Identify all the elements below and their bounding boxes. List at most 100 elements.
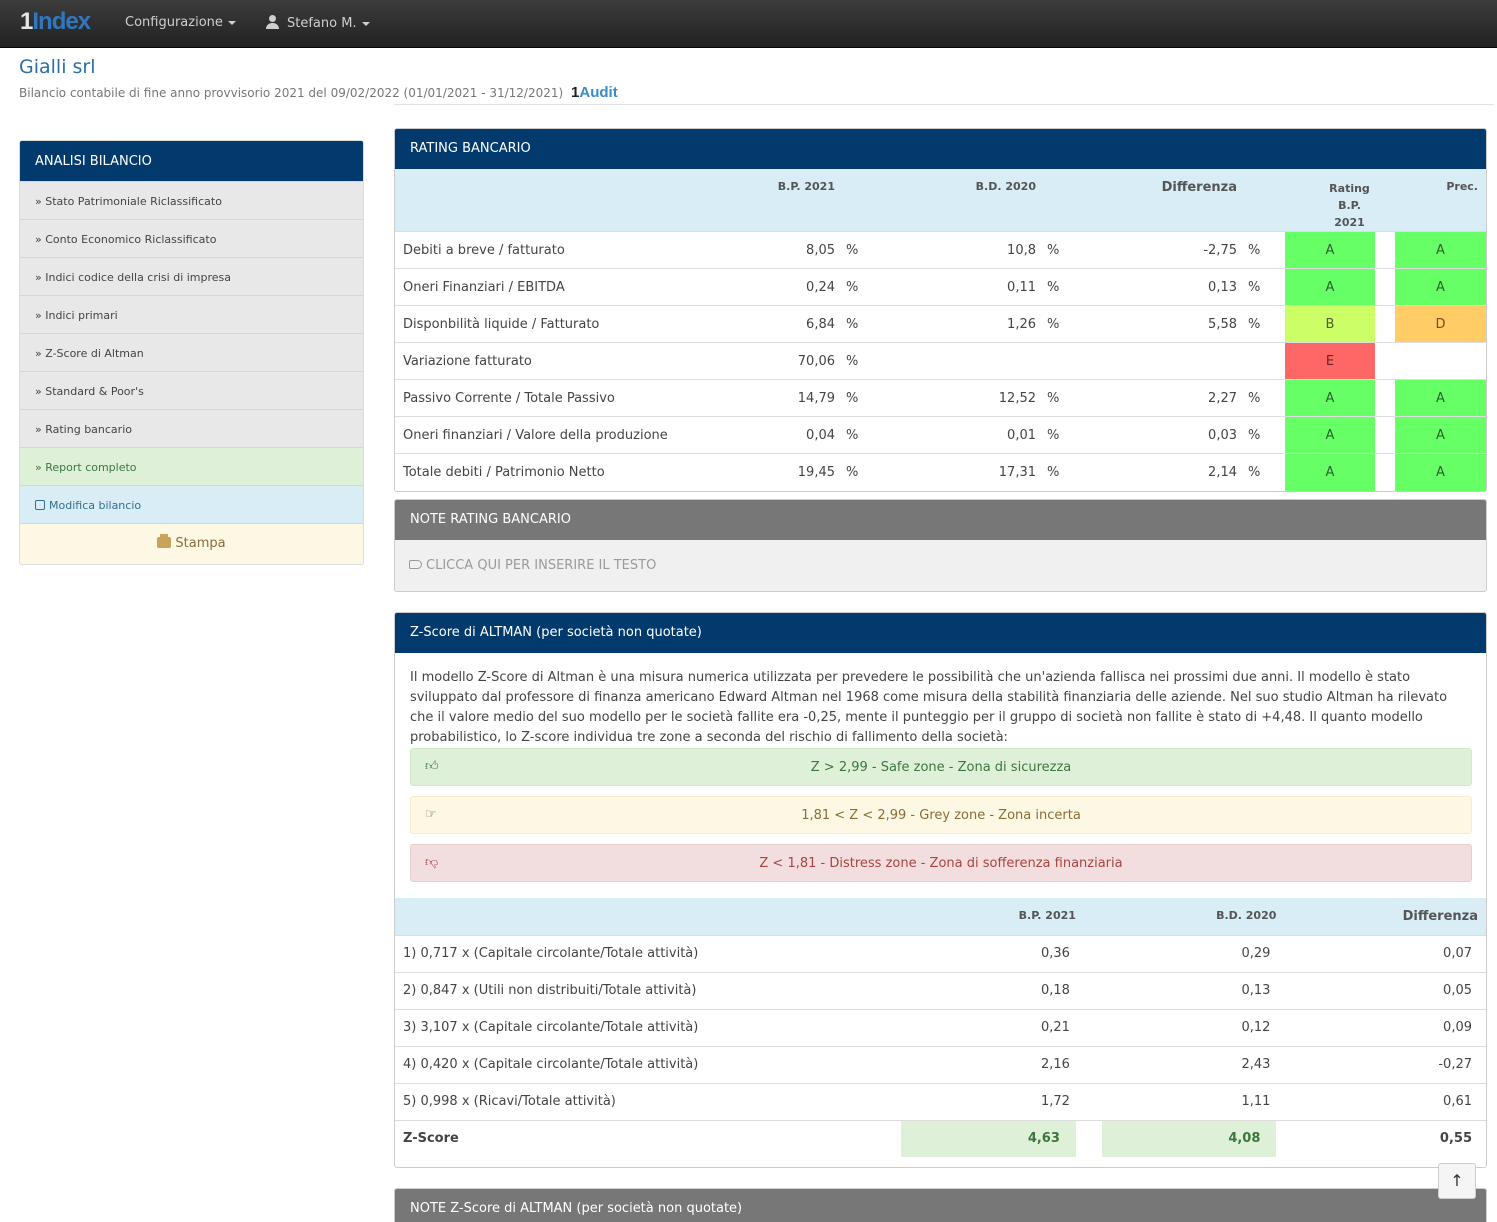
edit-icon [35,500,45,510]
zscore-col-bd: B.D. 2020 [1101,898,1277,935]
balance-description: Bilancio contabile di fine anno provviso… [19,86,564,100]
distress-zone-label: Z < 1,81 - Distress zone - Zona di soffe… [759,856,1123,871]
rating-row: Oneri Finanziari / EBITDA 0,24% 0,11% 0,13%… [395,268,1486,306]
rating-bd-value: 10,8 [885,231,1036,269]
zscore-bd-value: 0,13 [1101,971,1277,1009]
rating-col-prec: Prec. [1395,169,1486,232]
rating-prec-badge: A [1395,416,1486,454]
sidebar-item-z-score[interactable]: » Z-Score di Altman [20,333,363,371]
rating-bp-value: 0,04 [685,416,835,454]
zscore-bp-value: 2,16 [901,1045,1076,1083]
brand-logo[interactable]: 1Index [20,8,91,36]
rating-bd-value: 1,26 [885,305,1036,343]
rating-row: Oneri finanziari / Valore della produzio… [395,416,1486,454]
zscore-panel-title: Z-Score di ALTMAN (per società non quota… [395,613,1486,653]
zscore-diff-value: 0,09 [1302,1008,1486,1046]
audit-logo[interactable]: 1Audit [571,84,618,101]
zscore-spacer [1075,1045,1102,1083]
sidebar-item-indici-primari[interactable]: » Indici primari [20,295,363,333]
configurazione-menu-label: Configurazione [125,15,223,30]
header-divider [394,104,1494,105]
rating-spacer [1375,379,1395,417]
zscore-spacer [1276,1008,1303,1046]
rating-bd-unit: % [1036,268,1086,306]
rating-spacer [1375,305,1395,343]
note-rating-editable[interactable]: CLICCA QUI PER INSERIRE IL TESTO [395,540,1486,591]
rating-diff-value: 0,03 [1086,416,1237,454]
sidebar-item-standard-poors[interactable]: » Standard & Poor's [20,371,363,409]
configurazione-menu[interactable]: Configurazione [125,15,236,30]
note-zscore-panel: NOTE Z-Score di ALTMAN (per società non … [394,1188,1487,1222]
zscore-spacer [1075,1082,1102,1120]
rating-bp-value: 14,79 [685,379,835,417]
zscore-row-label: 2) 0,847 x (Utili non distribuiti/Totale… [395,971,902,1009]
user-menu[interactable]: Stefano M. [265,15,370,31]
rating-row-label: Oneri finanziari / Valore della produzio… [395,416,685,454]
rating-bp-unit: % [835,453,885,491]
rating-row: Totale debiti / Patrimonio Netto 19,45% 17… [395,453,1486,491]
rating-row: Variazione fatturato 70,06% E [395,342,1486,380]
chevron-down-icon [361,21,370,26]
rating-diff-value: 5,58 [1086,305,1237,343]
zscore-bp-value: 0,21 [901,1008,1076,1046]
rating-bd-value [885,342,1036,380]
zscore-row-label: 1) 0,717 x (Capitale circolante/Totale a… [395,934,902,972]
rating-row-label: Debiti a breve / fatturato [395,231,685,269]
rating-diff-value: 2,14 [1086,453,1237,491]
rating-bd-unit [1036,342,1086,380]
safe-zone-alert: 👍︎ Z > 2,99 - Safe zone - Zona di sicurez… [410,748,1472,786]
rating-col-bd: B.D. 2020 [885,169,1036,232]
rating-bp-value: 70,06 [685,342,835,380]
zscore-col-diff: Differenza [1302,898,1486,935]
rating-bd-unit: % [1036,416,1086,454]
rating-badge: A [1285,231,1375,269]
print-button[interactable]: Stampa [20,523,363,564]
note-rating-panel: NOTE RATING BANCARIO CLICCA QUI PER INSE… [394,499,1487,592]
rating-diff-value [1086,342,1237,380]
rating-bancario-panel: RATING BANCARIO B.P. 2021 B.D. 2020 Diff… [394,128,1487,492]
rating-col-bp: B.P. 2021 [685,169,835,232]
sidebar-item-report-completo[interactable]: » Report completo [20,447,363,485]
rating-badge: A [1285,416,1375,454]
rating-prec-badge: A [1395,268,1486,306]
company-name: Gialli srl [19,56,96,78]
rating-badge: A [1285,453,1375,491]
zscore-diff-value: -0,27 [1302,1045,1486,1083]
rating-bp-unit: % [835,379,885,417]
rating-bp-value: 6,84 [685,305,835,343]
rating-prec-badge: A [1395,379,1486,417]
rating-bp-unit: % [835,231,885,269]
note-rating-placeholder: CLICCA QUI PER INSERIRE IL TESTO [426,558,657,573]
sidebar-item-conto-economico[interactable]: » Conto Economico Riclassificato [20,219,363,257]
sidebar-item-stato-patrimoniale[interactable]: » Stato Patrimoniale Riclassificato [20,181,363,219]
rating-bd-unit: % [1036,305,1086,343]
rating-bp-unit: % [835,342,885,380]
print-label: Stampa [175,536,226,551]
zscore-row: 4) 0,420 x (Capitale circolante/Totale a… [395,1045,1486,1083]
zscore-table: B.P. 2021 B.D. 2020 Differenza 1) 0,717 … [395,898,1486,1157]
sidebar: ANALISI BILANCIO » Stato Patrimoniale Ri… [19,140,364,565]
zscore-row-label: 4) 0,420 x (Capitale circolante/Totale a… [395,1045,902,1083]
rating-diff-unit: % [1237,453,1285,491]
rating-badge: B [1285,305,1375,343]
brand-logo-text: Index [32,8,91,35]
scroll-top-button[interactable]: ↑ [1438,1163,1476,1199]
rating-col-rating-line1: Rating [1329,182,1370,195]
zscore-col-bp: B.P. 2021 [901,898,1076,935]
rating-bp-unit: % [835,268,885,306]
arrow-up-icon: ↑ [1450,1171,1464,1190]
rating-bd-value: 0,11 [885,268,1036,306]
rating-diff-unit: % [1237,379,1285,417]
sidebar-item-rating-bancario[interactable]: » Rating bancario [20,409,363,447]
rating-spacer [1375,416,1395,454]
zscore-spacer [1075,934,1102,972]
zscore-bp-value: 0,36 [901,934,1076,972]
rating-row-label: Variazione fatturato [395,342,685,380]
sidebar-item-modifica-bilancio[interactable]: Modifica bilancio [20,485,363,523]
grey-zone-alert: ☞ 1,81 < Z < 2,99 - Grey zone - Zona ince… [410,796,1472,834]
rating-bd-unit: % [1036,453,1086,491]
rating-spacer [1375,231,1395,269]
rating-diff-unit: % [1237,268,1285,306]
rating-bp-unit: % [835,305,885,343]
sidebar-item-indici-crisi[interactable]: » Indici codice della crisi di impresa [20,257,363,295]
